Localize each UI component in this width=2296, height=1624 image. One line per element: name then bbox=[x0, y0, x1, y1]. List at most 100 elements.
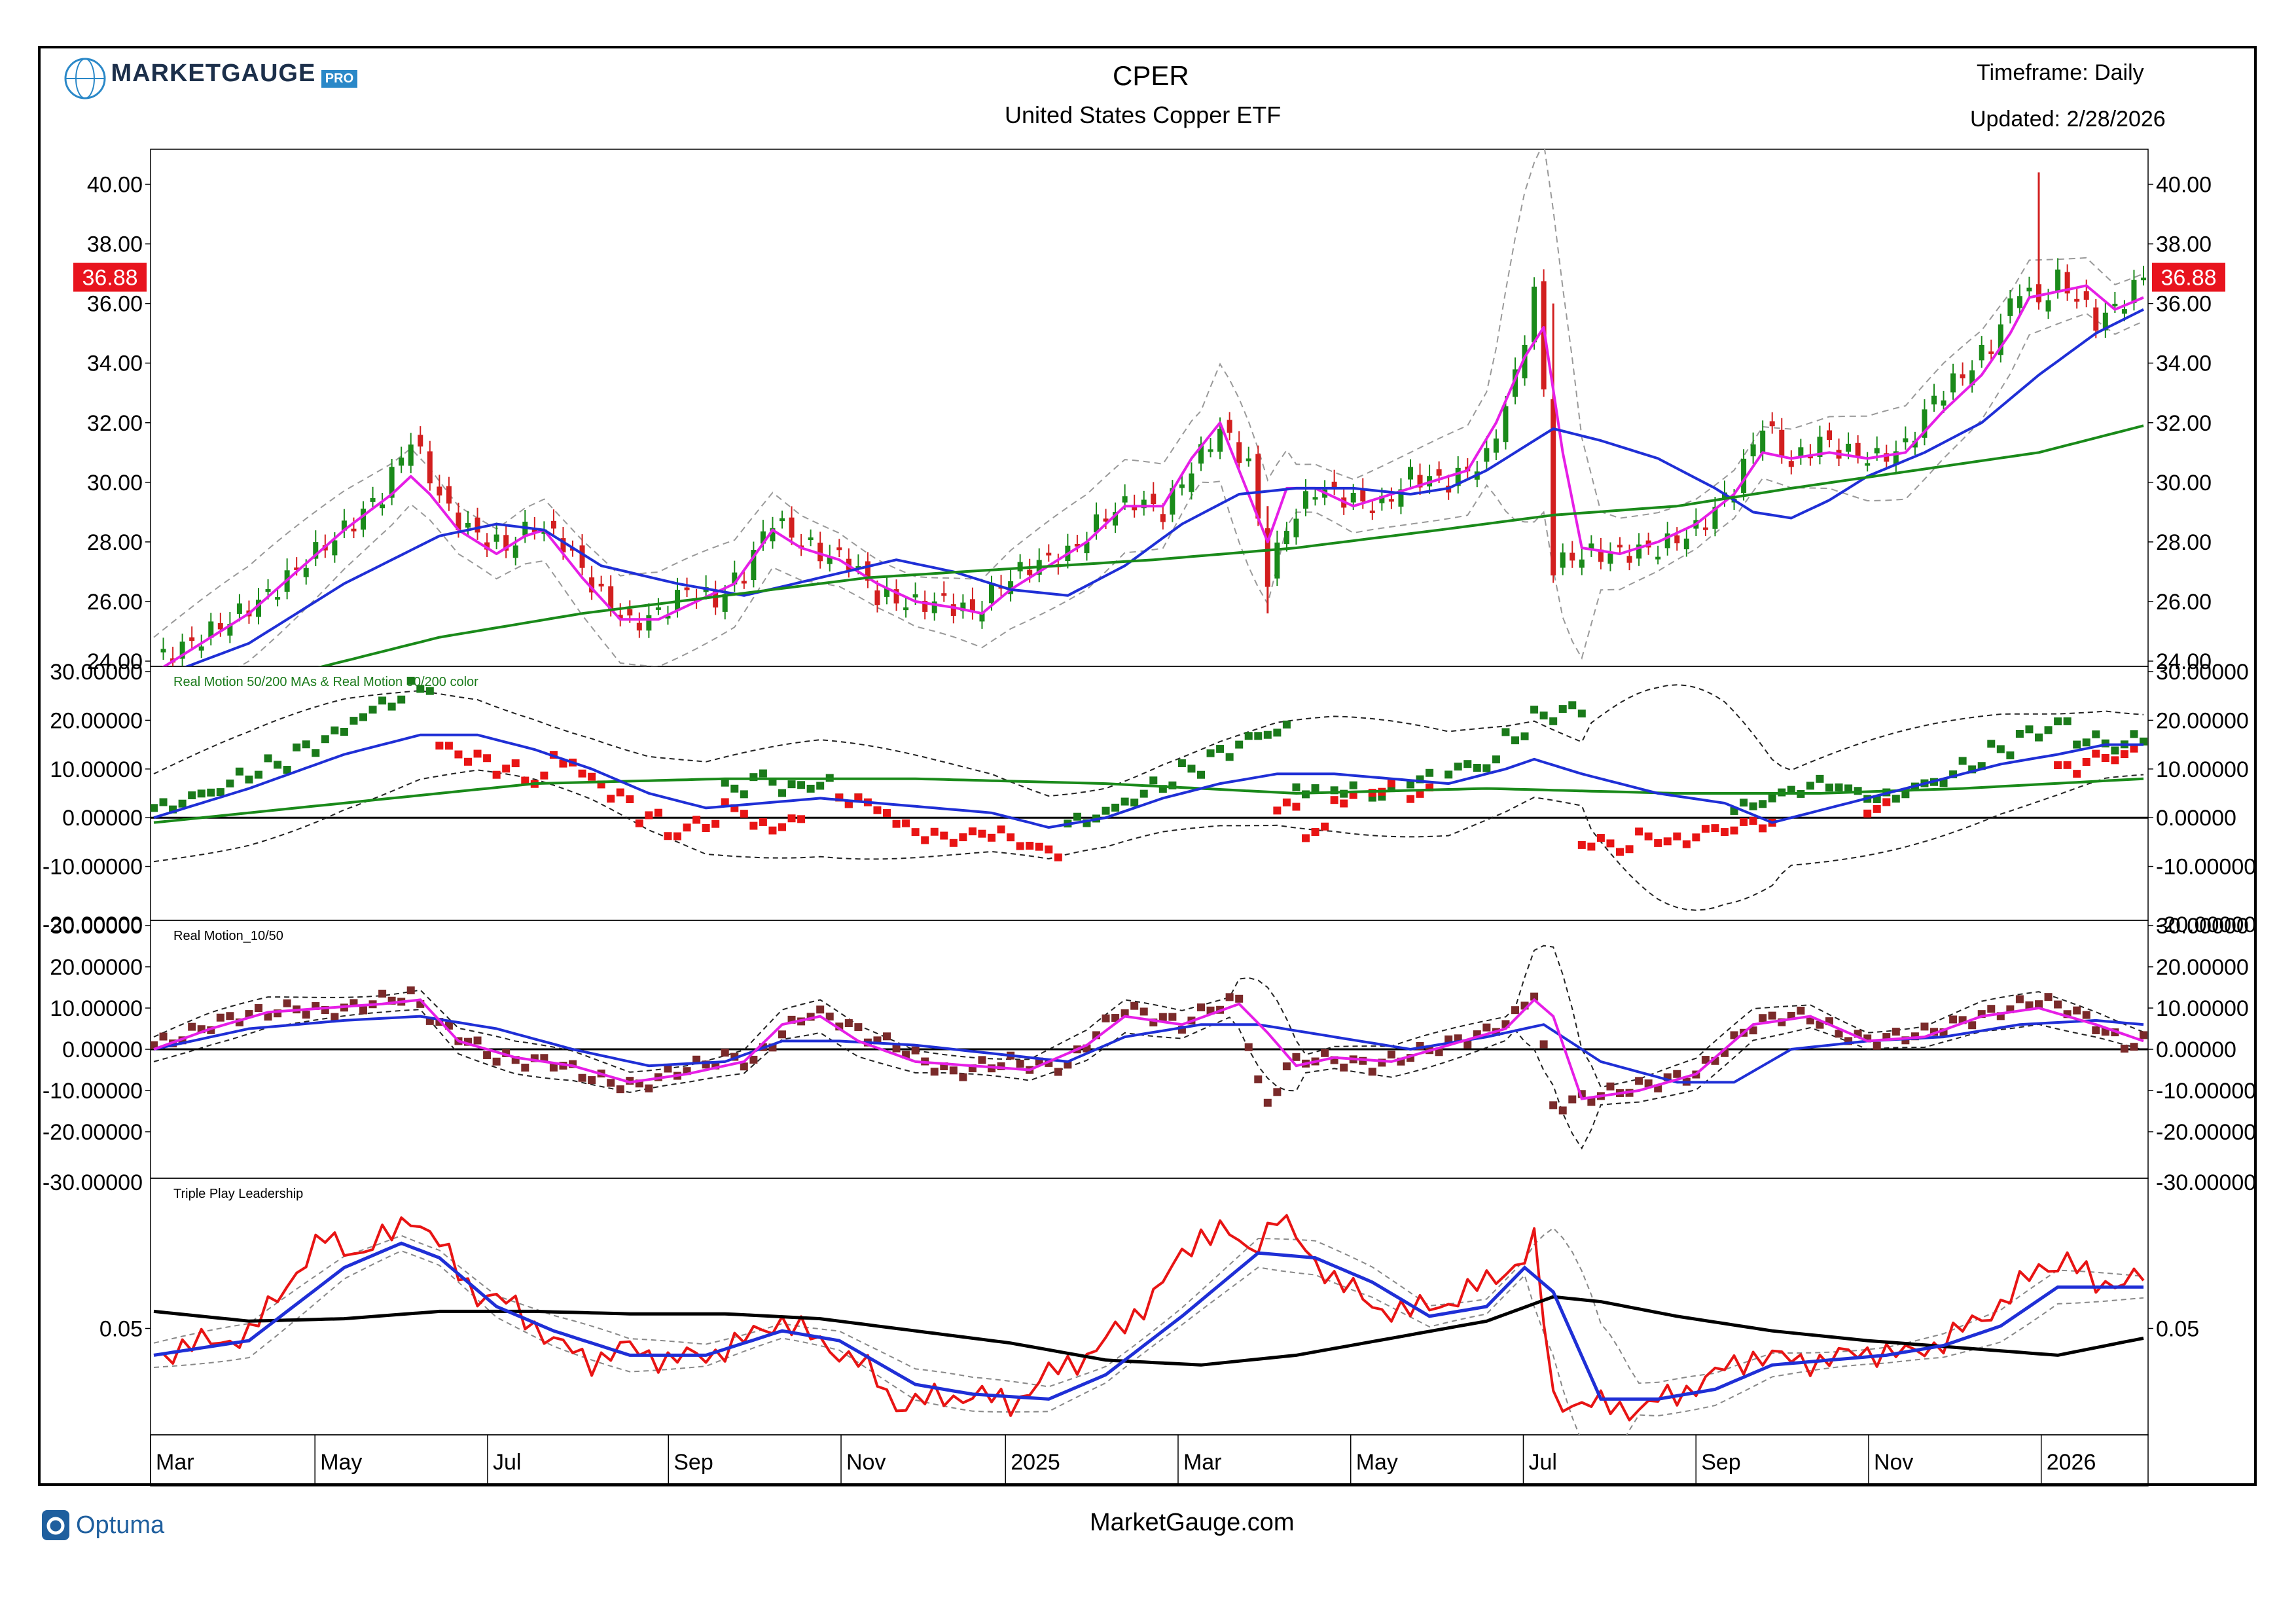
rm1-red-dot bbox=[959, 833, 967, 842]
rm1-green-dot bbox=[2092, 730, 2100, 738]
rm2-dot bbox=[778, 1030, 786, 1039]
rm1-red-dot bbox=[1321, 822, 1329, 831]
candle-body bbox=[722, 594, 728, 612]
rm1-green-dot bbox=[1473, 763, 1481, 772]
rm1-green-dot bbox=[721, 778, 729, 787]
price-plot bbox=[153, 149, 2146, 666]
rm1-green-dot bbox=[368, 706, 377, 714]
candle-body bbox=[922, 600, 928, 612]
candle-body bbox=[1208, 449, 1213, 452]
rm1-green-dot bbox=[283, 766, 291, 774]
candle-body bbox=[836, 547, 842, 550]
y-tick-label: 30.00000 bbox=[2156, 914, 2249, 939]
logo-main-text: MARKETGAUGE bbox=[111, 60, 316, 88]
x-tick-label: Sep bbox=[673, 1450, 713, 1475]
rm1-red-dot bbox=[740, 810, 748, 818]
ma-mid-line bbox=[183, 308, 2144, 666]
candle-body bbox=[1141, 499, 1147, 509]
y-tick-label: 0.00000 bbox=[2156, 806, 2236, 831]
rm1-red-dot bbox=[578, 769, 586, 778]
candle-body bbox=[2007, 298, 2013, 316]
y-tick-label: 30.00000 bbox=[50, 660, 143, 685]
candle-body bbox=[2121, 309, 2127, 314]
rm1-red-dot bbox=[664, 832, 672, 840]
rm1-green-dot bbox=[2006, 751, 2015, 759]
rm1-green-dot bbox=[2015, 730, 2024, 738]
rm1-red-dot bbox=[902, 819, 910, 827]
candle-body bbox=[265, 588, 271, 592]
rm1-red-dot bbox=[702, 823, 710, 832]
candle-body bbox=[160, 649, 166, 653]
candle-body bbox=[1998, 324, 2003, 355]
x-tick-label: 2026 bbox=[2047, 1450, 2096, 1475]
marketgauge-logo: MARKETGAUGE PRO bbox=[62, 56, 358, 101]
rm1-green-dot bbox=[207, 788, 215, 797]
rm1-green-dot bbox=[1454, 763, 1462, 771]
rm1-green-dot bbox=[321, 735, 329, 744]
rm2-dot bbox=[825, 1012, 834, 1020]
rm1-green-dot bbox=[1187, 765, 1196, 773]
candle-body bbox=[361, 509, 366, 530]
tpl-band-upper bbox=[153, 1227, 2144, 1388]
rm2-dot bbox=[664, 1064, 672, 1073]
rm1-red-dot bbox=[1721, 828, 1729, 837]
candle-body bbox=[179, 641, 185, 659]
rm1-green-dot bbox=[359, 713, 367, 721]
candle-body bbox=[1779, 429, 1785, 457]
rm1-green-dot bbox=[226, 779, 234, 787]
candle-body bbox=[399, 458, 404, 466]
candle-body bbox=[1331, 481, 1337, 488]
candle-body bbox=[256, 600, 261, 617]
rm2-dot bbox=[378, 989, 387, 998]
rm1-red-dot bbox=[2063, 761, 2072, 769]
candle-body bbox=[817, 543, 823, 562]
rm2-dot bbox=[1435, 1048, 1443, 1056]
rm1-red-dot bbox=[2120, 750, 2128, 759]
rm1-red-dot bbox=[1026, 842, 1034, 850]
rm1-red-dot bbox=[483, 754, 492, 763]
candle-body bbox=[1655, 556, 1661, 560]
candle-body bbox=[2131, 280, 2137, 303]
rm2-dot bbox=[1139, 1007, 1148, 1016]
rm2-dot bbox=[1225, 993, 1234, 1001]
optuma-text: Optuma bbox=[76, 1511, 165, 1539]
rm2-dot bbox=[2025, 1001, 2034, 1009]
rm1-red-dot bbox=[988, 833, 996, 842]
candle-body bbox=[1522, 344, 1528, 378]
candle-body bbox=[1788, 461, 1794, 467]
rm1-red-dot bbox=[978, 829, 986, 838]
candle-body bbox=[1046, 552, 1052, 556]
candle-body bbox=[1103, 518, 1109, 522]
rm1-red-dot bbox=[1045, 845, 1053, 854]
rm2-dot bbox=[1835, 1030, 1843, 1038]
candle-body bbox=[1750, 444, 1756, 457]
candle-body bbox=[1436, 469, 1442, 476]
rm2-dot bbox=[1368, 1068, 1376, 1076]
candle-body bbox=[1217, 429, 1223, 452]
candle-body bbox=[751, 550, 757, 581]
rm1-red-dot bbox=[930, 827, 939, 836]
rm2-dot bbox=[302, 1011, 310, 1019]
rm1-green-dot bbox=[302, 740, 310, 749]
y-tick-label: -20.00000 bbox=[43, 1120, 143, 1145]
candle-body bbox=[1513, 369, 1518, 397]
rm2-dot bbox=[2073, 1006, 2081, 1015]
rm2-dot bbox=[406, 986, 415, 994]
candle-body bbox=[770, 528, 776, 542]
rm2-dot bbox=[1797, 1006, 1805, 1015]
candle-body bbox=[503, 535, 509, 551]
updated-label: Updated: 2/28/2026 bbox=[1970, 107, 2166, 132]
candle-body bbox=[1246, 458, 1251, 461]
rm2-dot bbox=[1016, 1060, 1024, 1068]
y-tick-label: -30.00000 bbox=[2156, 1170, 2256, 1195]
candle-body bbox=[1283, 531, 1289, 545]
y-tick-label: 34.00 bbox=[2156, 352, 2212, 376]
rm1-green-dot bbox=[1987, 740, 1996, 748]
candle-body bbox=[208, 621, 214, 638]
rm2-dot bbox=[2092, 1026, 2100, 1034]
candle-body bbox=[1683, 538, 1689, 550]
rm1-green-dot bbox=[1958, 757, 1967, 765]
candle-body bbox=[332, 540, 338, 556]
x-tick-label: Nov bbox=[846, 1450, 886, 1475]
candle-body bbox=[1931, 395, 1937, 405]
